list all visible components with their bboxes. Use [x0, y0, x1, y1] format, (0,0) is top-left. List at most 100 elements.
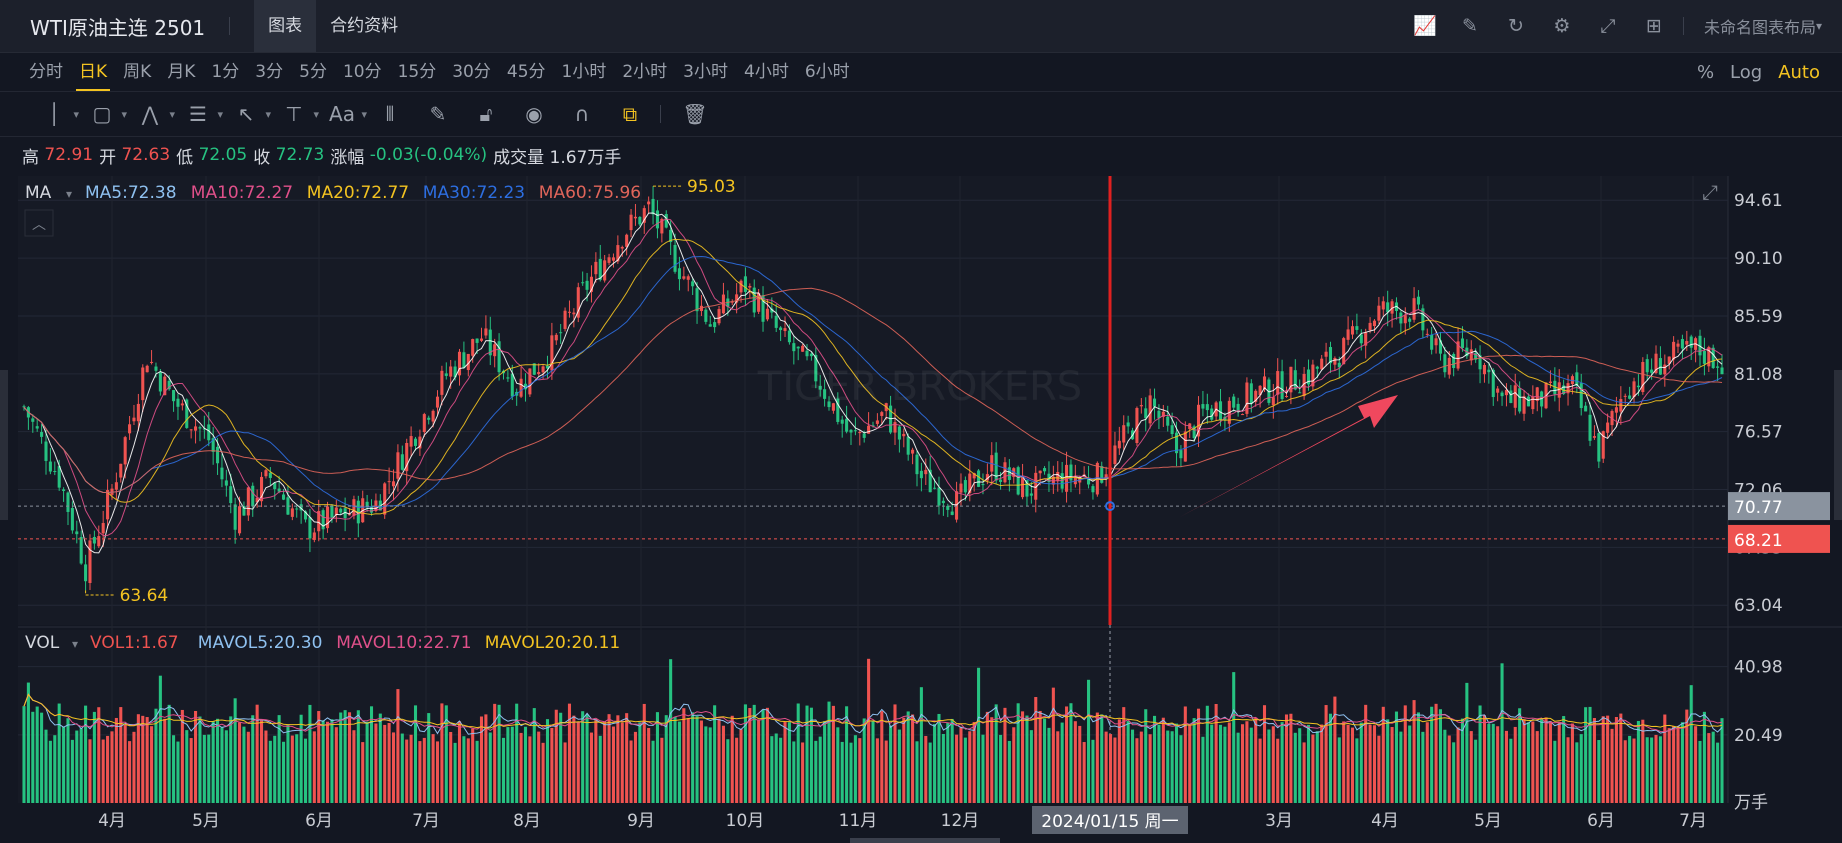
volume-bar [1359, 722, 1363, 803]
period-day-k[interactable]: 日K [76, 53, 111, 91]
candle [1091, 486, 1095, 493]
rectangle-tool-icon[interactable]: ▢ [88, 100, 127, 129]
period-3h[interactable]: 3小时 [683, 62, 728, 82]
price-panel[interactable] [18, 176, 1728, 625]
auto-scale-button[interactable]: Auto [1778, 61, 1820, 83]
measure-tool-icon[interactable]: ⊤ [280, 100, 319, 129]
candle [40, 432, 44, 437]
crosshair-date-box [1032, 806, 1188, 834]
volume-bar [1531, 721, 1535, 803]
legend-ma60: MA60:75.96 [539, 183, 641, 203]
volume-bar [48, 740, 52, 803]
volume-bar [1038, 710, 1042, 803]
lock-icon[interactable]: 🔓︎ [479, 102, 493, 126]
trash-icon[interactable]: 🗑︎ [682, 102, 708, 126]
period-1[interactable]: 分时 [29, 62, 63, 82]
pencil-icon[interactable]: ✎ [429, 102, 447, 126]
period-30m[interactable]: 30分 [452, 62, 491, 82]
volume-bar [1694, 726, 1698, 803]
crosshair-date-label: 2024/01/15 周一 [1041, 812, 1178, 832]
volume-bar [1240, 724, 1245, 803]
pattern-tool-icon[interactable]: ⋀ [136, 100, 175, 129]
volume-bar [321, 720, 325, 803]
period-5m[interactable]: 5分 [299, 62, 327, 82]
divider [229, 17, 231, 35]
text-tool-icon[interactable]: Aa [328, 100, 367, 129]
period-15m[interactable]: 15分 [397, 62, 437, 82]
chevron-down-icon[interactable]: ▾ [1815, 19, 1822, 33]
min-annotation: 63.64 [120, 586, 169, 606]
period-2h[interactable]: 2小时 [622, 62, 668, 82]
y-tick-label: 94.61 [1734, 191, 1783, 211]
bottom-scroll-handle[interactable] [850, 838, 1000, 843]
volume-bar [1372, 725, 1377, 803]
candle [836, 398, 840, 422]
period-45m[interactable]: 45分 [506, 62, 546, 82]
edit-icon[interactable]: ✎ [1461, 15, 1478, 37]
candle [765, 308, 769, 320]
indicator-tool-icon[interactable]: ⫴ [385, 102, 395, 126]
right-scroll-handle[interactable] [1834, 370, 1842, 520]
volume-bar [1047, 727, 1051, 803]
volume-bar [1346, 724, 1350, 803]
period-10m[interactable]: 10分 [342, 62, 382, 82]
candle [1355, 326, 1359, 330]
fib-tool-icon[interactable]: ☰ [184, 100, 223, 129]
candle [1434, 338, 1438, 346]
fullscreen-icon[interactable]: ⤢ [1600, 15, 1616, 37]
volume-bar [1161, 717, 1165, 803]
volume-bar [180, 709, 184, 803]
volume-bar [1535, 731, 1539, 803]
percent-scale-button[interactable]: % [1696, 61, 1715, 83]
tab-contract-info[interactable]: 合约资料 [330, 16, 399, 36]
arrow-annotation[interactable] [1178, 395, 1398, 518]
collapse-button[interactable] [24, 209, 54, 237]
log-scale-button[interactable]: Log [1730, 61, 1763, 83]
period-month-k[interactable]: 月K [167, 62, 196, 82]
candle [1205, 404, 1209, 411]
volume-bar [796, 703, 800, 803]
volume-bar [620, 722, 624, 803]
period-1m[interactable]: 1分 [211, 62, 240, 82]
volume-bar [431, 734, 435, 803]
volume-bar [1641, 719, 1645, 803]
line-tool-icon[interactable]: │ [40, 100, 79, 129]
candle [541, 366, 545, 373]
chevron-down-icon: ▾ [66, 187, 72, 201]
eye-icon[interactable]: ◉ [525, 102, 543, 126]
volume-bar [220, 727, 224, 803]
candle [141, 367, 145, 401]
period-4h[interactable]: 4小时 [744, 62, 789, 82]
volume-bar [1170, 731, 1174, 803]
change-label: 涨幅 [330, 147, 365, 168]
grid-layout-icon[interactable]: ⊞ [1645, 15, 1662, 37]
volume-bar [1205, 705, 1209, 803]
volume-bar [699, 720, 703, 803]
mavol20-line [23, 693, 1723, 729]
left-scroll-handle[interactable] [0, 370, 8, 520]
candle [1526, 396, 1530, 407]
link-drawings-icon[interactable]: ⧉ [622, 102, 638, 126]
period-1h[interactable]: 1小时 [561, 62, 607, 82]
candle [1196, 404, 1201, 437]
volume-bar [660, 737, 664, 803]
magnet-icon[interactable]: ∩ [574, 102, 590, 126]
volume-bar [708, 727, 712, 803]
gear-icon[interactable]: ⚙ [1553, 15, 1571, 37]
candle [1271, 397, 1275, 406]
volume-bar [1012, 727, 1016, 803]
layout-name-dropdown[interactable]: 未命名图表布局 [1703, 18, 1816, 37]
period-6h[interactable]: 6小时 [804, 62, 850, 82]
period-week-k[interactable]: 周K [123, 62, 152, 82]
refresh-icon[interactable]: ↻ [1507, 15, 1524, 37]
candle [114, 482, 118, 490]
x-tick-label: 5月 [192, 811, 220, 831]
tab-chart[interactable]: 图表 [254, 0, 317, 52]
volume-bar [1355, 738, 1359, 803]
arrow-tool-icon[interactable]: ↖ [232, 100, 271, 129]
period-3m[interactable]: 3分 [255, 62, 284, 82]
volume-bar [743, 704, 747, 803]
volume-bar [550, 727, 554, 803]
chart-settings-icon[interactable]: 📈 [1412, 15, 1437, 37]
